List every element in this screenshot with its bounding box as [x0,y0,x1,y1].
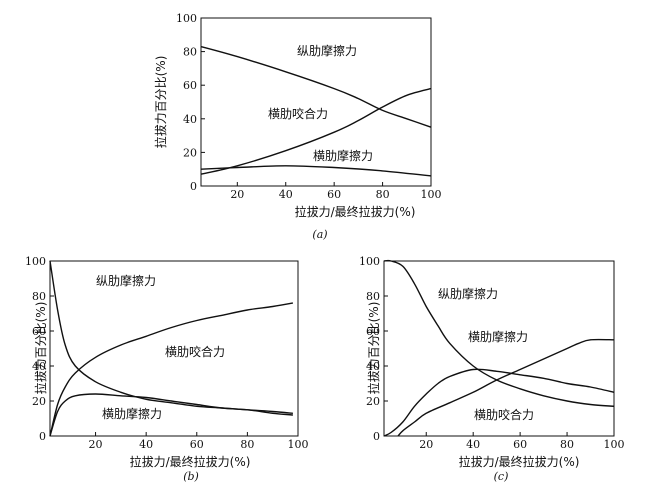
x-tick-label: 60 [327,188,341,201]
x-tick-label: 60 [513,438,527,451]
series-line-1 [383,259,615,407]
series-line-3 [397,338,615,437]
x-tick-label: 100 [604,438,625,451]
series-line-2 [200,87,432,175]
x-tick-label: 60 [190,438,204,451]
plot-frame [200,17,432,187]
chart-panel-2: 20 40 60 80 100 0 20 40 60 80 100 拉拔力/最终拉拔力(%) 拉拔力百分… [25,255,309,483]
chart-panel-3: 20 40 60 80 100 0 20 40 60 80 100 拉拔力/最终拉拔力(%) 拉拔力百分… [359,255,625,483]
chart-panel-1: 20 40 60 80 100 0 20 40 60 80 100 拉拔力/最终拉拔力(%) 拉拔力百分… [153,12,442,241]
y-tick-label: 60 [32,325,46,338]
y-axis-label: 拉拔力百分比(%) [33,302,48,395]
y-axis-label: 拉拔力百分比(%) [366,302,381,395]
y-tick-label: 100 [176,12,197,25]
series-annotation: 纵肋摩擦力 [96,273,156,288]
x-tick-label: 20 [419,438,433,451]
series-line-2 [49,302,294,437]
y-tick-label: 20 [183,146,197,159]
series-annotation: 纵肋摩擦力 [297,43,357,58]
x-tick-label: 20 [89,438,103,451]
series-line-2 [383,368,615,437]
x-tick-label: 80 [240,438,254,451]
y-tick-label: 20 [366,395,380,408]
series-line-1 [49,260,293,414]
y-tick-label: 100 [25,255,46,268]
x-tick-label: 80 [376,188,390,201]
y-tick-label: 40 [183,113,197,126]
y-tick-label: 0 [39,430,46,443]
series-annotation: 横肋摩擦力 [468,329,528,344]
x-tick-label: 80 [560,438,574,451]
series-line-1 [200,45,432,128]
series-annotation: 横肋摩擦力 [313,148,373,163]
y-tick-label: 80 [366,290,380,303]
y-tick-label: 20 [32,395,46,408]
y-tick-label: 0 [373,430,380,443]
y-tick-label: 80 [183,46,197,59]
y-tick-label: 40 [366,360,380,373]
series-line-3 [200,165,432,177]
series-annotation: 横肋咬合力 [268,106,328,121]
x-tick-label: 20 [230,188,244,201]
series-annotation: 横肋摩擦力 [102,406,162,421]
x-axis-label: 拉拔力/最终拉拔力(%) [295,204,416,219]
y-tick-label: 60 [366,325,380,338]
x-axis-label: 拉拔力/最终拉拔力(%) [130,454,251,469]
panel-caption: (a) [312,228,327,241]
series-annotation: 横肋咬合力 [165,344,225,359]
plot-frame [49,260,299,437]
y-tick-label: 40 [32,360,46,373]
y-tick-label: 80 [32,290,46,303]
x-tick-label: 40 [139,438,153,451]
y-axis-label: 拉拔力百分比(%) [153,56,168,149]
series-annotation: 横肋咬合力 [474,407,534,422]
y-tick-label: 60 [183,79,197,92]
x-tick-label: 100 [421,188,442,201]
x-tick-label: 40 [466,438,480,451]
x-tick-label: 100 [288,438,309,451]
x-axis-label: 拉拔力/最终拉拔力(%) [459,454,580,469]
plot-frame [383,260,615,437]
y-tick-label: 100 [359,255,380,268]
y-tick-label: 0 [190,180,197,193]
panel-caption: (b) [183,470,199,483]
x-tick-label: 40 [279,188,293,201]
panel-caption: (c) [494,470,509,483]
series-annotation: 纵肋摩擦力 [438,286,498,301]
series-line-3 [49,393,293,437]
